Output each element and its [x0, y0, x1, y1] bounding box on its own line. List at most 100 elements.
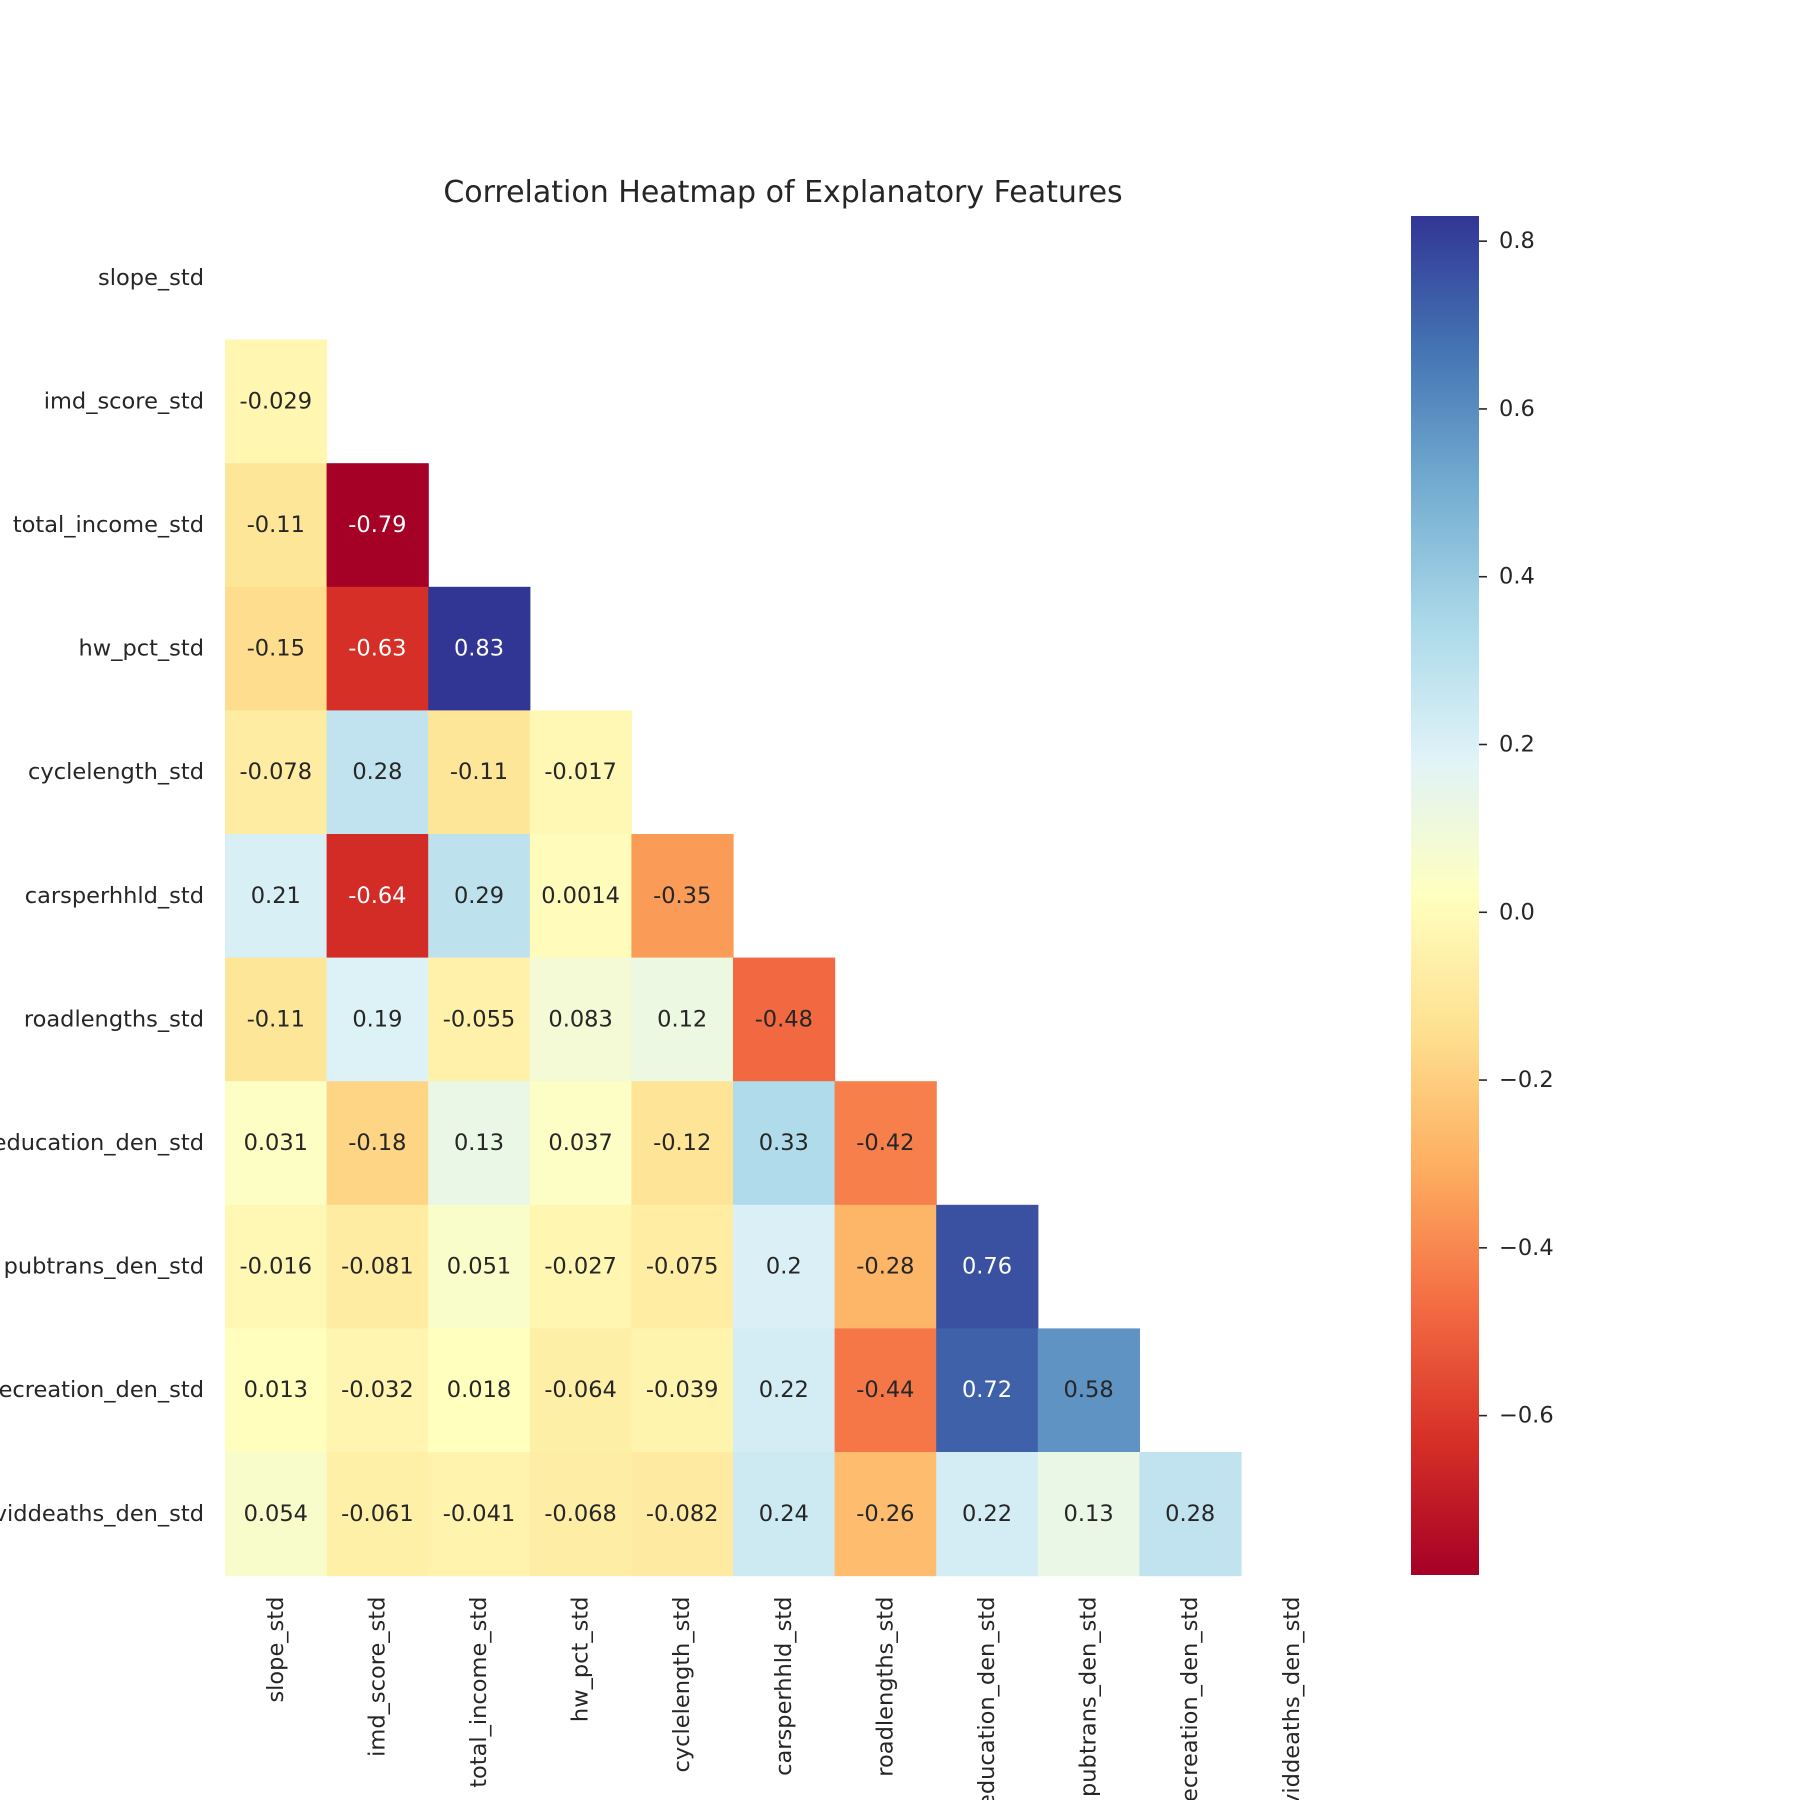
cell-value-label: -0.039	[646, 1377, 719, 1403]
heatmap-cell-recreation-den-std-education-den-std	[936, 1328, 1039, 1453]
cell-value-label: 0.58	[1064, 1377, 1114, 1403]
colorbar-tick-label: −0.2	[1499, 1067, 1554, 1093]
heatmap-cell-coviddeaths-den-std-cyclelength-std	[631, 1452, 734, 1577]
heatmap-cell-recreation-den-std-imd-score-std	[326, 1328, 429, 1453]
colorbar-tick-label: 0.8	[1499, 228, 1535, 254]
heatmap-cell-pubtrans-den-std-slope-std	[225, 1204, 328, 1329]
colorbar-tick-label: −0.6	[1499, 1403, 1554, 1429]
column-label-carsperhhld-std: carsperhhld_std	[771, 1597, 797, 1776]
cell-value-label: -0.79	[348, 512, 406, 538]
heatmap-cell-cyclelength-std-total-income-std	[428, 710, 531, 835]
cell-value-label: -0.15	[247, 636, 305, 662]
heatmap-cell-pubtrans-den-std-education-den-std	[936, 1204, 1039, 1329]
row-label-slope-std: slope_std	[98, 265, 204, 291]
heatmap-cell-recreation-den-std-hw-pct-std	[529, 1328, 632, 1453]
row-label-total-income-std: total_income_std	[13, 512, 204, 538]
cell-value-label: -0.44	[856, 1377, 914, 1403]
colorbar-tick-label: −0.4	[1499, 1235, 1554, 1261]
cell-value-label: -0.11	[247, 1006, 305, 1032]
cell-value-label: 0.013	[244, 1377, 308, 1403]
heatmap-cell-coviddeaths-den-std-slope-std	[225, 1452, 328, 1577]
cell-value-label: -0.027	[544, 1254, 617, 1280]
heatmap-cell-coviddeaths-den-std-hw-pct-std	[529, 1452, 632, 1577]
heatmap-cell-hw-pct-std-imd-score-std	[326, 586, 429, 711]
heatmap-cell-hw-pct-std-total-income-std	[428, 586, 531, 711]
colorbar-tick-label: 0.2	[1499, 732, 1535, 758]
heatmap-cell-education-den-std-slope-std	[225, 1081, 328, 1206]
cell-value-label: -0.12	[653, 1130, 711, 1156]
cell-value-label: 0.12	[657, 1006, 707, 1032]
cell-value-label: -0.082	[646, 1501, 719, 1527]
chart-title: Correlation Heatmap of Explanatory Featu…	[443, 175, 1122, 210]
column-label-slope-std: slope_std	[263, 1597, 289, 1703]
heatmap-cell-carsperhhld-std-cyclelength-std	[631, 834, 734, 959]
heatmap-cell-pubtrans-den-std-imd-score-std	[326, 1204, 429, 1329]
row-label-recreation-den-std: recreation_den_std	[0, 1377, 204, 1403]
heatmap-cell-cyclelength-std-imd-score-std	[326, 710, 429, 835]
colorbar-tick-label: 0.0	[1499, 899, 1535, 925]
heatmap-cells: -0.029 -0.11 -0.79 -0.15 -0.63 0.83 -0.078 0.28…	[225, 339, 1242, 1577]
cell-value-label: 0.083	[548, 1006, 612, 1032]
cell-value-label: -0.055	[443, 1006, 516, 1032]
row-label-coviddeaths-den-std: coviddeaths_den_std	[0, 1501, 204, 1527]
heatmap-cell-carsperhhld-std-imd-score-std	[326, 834, 429, 959]
heatmap-cell-education-den-std-total-income-std	[428, 1081, 531, 1206]
heatmap-cell-carsperhhld-std-hw-pct-std	[529, 834, 632, 959]
cell-value-label: 0.28	[1165, 1501, 1215, 1527]
heatmap-cell-education-den-std-hw-pct-std	[529, 1081, 632, 1206]
cell-value-label: -0.42	[856, 1130, 914, 1156]
cell-value-label: -0.068	[544, 1501, 617, 1527]
cell-value-label: 0.22	[759, 1377, 809, 1403]
row-label-hw-pct-std: hw_pct_std	[79, 636, 204, 662]
heatmap-cell-education-den-std-imd-score-std	[326, 1081, 429, 1206]
heatmap-cell-recreation-den-std-total-income-std	[428, 1328, 531, 1453]
cell-value-label: -0.064	[544, 1377, 617, 1403]
column-label-imd-score-std: imd_score_std	[364, 1597, 390, 1757]
column-label-cyclelength-std: cyclelength_std	[669, 1597, 695, 1773]
column-label-roadlengths-std: roadlengths_std	[872, 1597, 898, 1777]
heatmap-cell-hw-pct-std-slope-std	[225, 586, 328, 711]
heatmap-cell-carsperhhld-std-total-income-std	[428, 834, 531, 959]
heatmap-cell-recreation-den-std-pubtrans-den-std	[1037, 1328, 1140, 1453]
cell-value-label: 0.037	[548, 1130, 612, 1156]
heatmap-cell-recreation-den-std-roadlengths-std	[834, 1328, 937, 1453]
heatmap-cell-roadlengths-std-cyclelength-std	[631, 957, 734, 1082]
heatmap-cell-pubtrans-den-std-carsperhhld-std	[733, 1204, 836, 1329]
heatmap-cell-imd-score-std-slope-std	[225, 339, 328, 464]
heatmap-cell-total-income-std-imd-score-std	[326, 463, 429, 588]
cell-value-label: -0.075	[646, 1254, 719, 1280]
heatmap-cell-coviddeaths-den-std-recreation-den-std	[1139, 1452, 1242, 1577]
cell-value-label: 0.13	[1064, 1501, 1114, 1527]
heatmap-cell-education-den-std-carsperhhld-std	[733, 1081, 836, 1206]
heatmap-cell-coviddeaths-den-std-pubtrans-den-std	[1037, 1452, 1140, 1577]
cell-value-label: 0.0014	[541, 883, 620, 909]
cell-value-label: 0.2	[766, 1254, 802, 1280]
heatmap-cell-recreation-den-std-carsperhhld-std	[733, 1328, 836, 1453]
row-label-carsperhhld-std: carsperhhld_std	[25, 883, 204, 909]
heatmap-cell-pubtrans-den-std-hw-pct-std	[529, 1204, 632, 1329]
colorbar: 0.8 0.6 0.4 0.2 0.0 −0.2 −0.4 −0.6	[1411, 216, 1554, 1575]
cell-value-label: -0.26	[856, 1501, 914, 1527]
column-label-coviddeaths-den-std: coviddeaths_den_std	[1279, 1597, 1305, 1800]
cell-value-label: 0.031	[244, 1130, 308, 1156]
cell-value-label: 0.83	[454, 636, 504, 662]
cell-value-label: 0.13	[454, 1130, 504, 1156]
heatmap-cell-coviddeaths-den-std-education-den-std	[936, 1452, 1039, 1577]
cell-value-label: 0.22	[962, 1501, 1012, 1527]
heatmap-cell-pubtrans-den-std-total-income-std	[428, 1204, 531, 1329]
column-labels: slope_std imd_score_std total_income_std hw…	[263, 1597, 1305, 1800]
cell-value-label: -0.016	[240, 1254, 313, 1280]
cell-value-label: 0.051	[447, 1254, 511, 1280]
heatmap-cell-pubtrans-den-std-roadlengths-std	[834, 1204, 937, 1329]
cell-value-label: -0.017	[544, 759, 617, 785]
heatmap-cell-recreation-den-std-slope-std	[225, 1328, 328, 1453]
heatmap-cell-roadlengths-std-imd-score-std	[326, 957, 429, 1082]
cell-value-label: -0.061	[341, 1501, 414, 1527]
heatmap-cell-carsperhhld-std-slope-std	[225, 834, 328, 959]
column-label-recreation-den-std: recreation_den_std	[1177, 1597, 1203, 1800]
colorbar-ticks: 0.8 0.6 0.4 0.2 0.0 −0.2 −0.4 −0.6	[1479, 228, 1554, 1429]
cell-value-label: 0.33	[759, 1130, 809, 1156]
cell-value-label: -0.11	[450, 759, 508, 785]
row-label-pubtrans-den-std: pubtrans_den_std	[4, 1254, 204, 1280]
